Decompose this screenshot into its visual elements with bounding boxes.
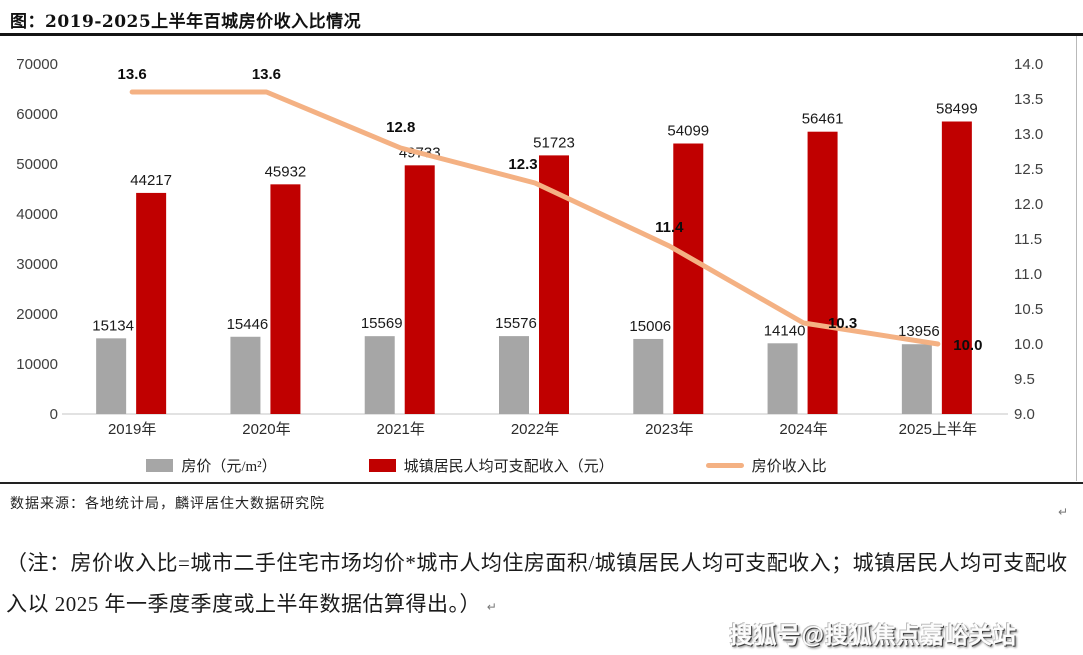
left-axis-tick-label: 60000 [16, 106, 58, 123]
right-axis-tick-label: 12.0 [1014, 196, 1043, 213]
chart-legend: 房价（元/m²） 城镇居民人均可支配收入（元） 房价收入比 [0, 448, 1028, 482]
chart-canvas: 0 10000 20000 30000 40000 50000 60000 70000 9.0 9… [16, 56, 1043, 438]
price-value-label: 14140 [764, 322, 806, 339]
left-axis-tick-label: 10000 [16, 356, 58, 373]
source-row: 数据来源：各地统计局，麟评居住大数据研究院 ↵ [0, 493, 1083, 519]
price-value-label: 15134 [92, 317, 134, 334]
bar-price [767, 343, 798, 414]
income-value-label: 56461 [802, 111, 844, 128]
ratio-line [129, 89, 941, 347]
ratio-point-label: 13.6 [118, 66, 147, 83]
chart: 0 10000 20000 30000 40000 50000 60000 70000 9.0 9… [0, 36, 1083, 482]
x-axis-label: 2024年 [779, 421, 827, 438]
income-value-label: 51723 [533, 134, 575, 151]
legend-item-income: 城镇居民人均可支配收入（元） [368, 455, 614, 476]
left-axis-tick-label: 30000 [16, 256, 58, 273]
income-value-label: 58499 [936, 101, 978, 118]
footnote: （注：房价收入比=城市二手住宅市场均价*城市人均住房面积/城镇居民人均可支配收入… [0, 519, 1083, 625]
bar-income [404, 165, 435, 414]
right-axis-tick-label: 13.5 [1014, 91, 1043, 108]
bar-income [941, 121, 972, 414]
ratio-point-label: 11.4 [655, 219, 684, 236]
right-axis-tick-label: 10.0 [1014, 336, 1043, 353]
bar-income [270, 184, 301, 414]
ratio-point-label: 12.8 [386, 119, 415, 136]
x-axis-label: 2021年 [377, 421, 425, 438]
ratio-line-swatch-icon [705, 462, 744, 468]
income-value-label: 44217 [130, 172, 172, 189]
income-value-label: 45932 [265, 163, 307, 180]
right-axis-tick-label: 12.5 [1014, 161, 1043, 178]
top-divider [0, 33, 1083, 36]
x-axis-label: 2020年 [242, 421, 290, 438]
right-axis-tick-label: 14.0 [1014, 56, 1043, 73]
x-axis-label: 2025上半年 [899, 421, 977, 438]
bar-price [499, 336, 529, 414]
legend-label-income: 城镇居民人均可支配收入（元） [403, 458, 614, 475]
footnote-text: （注：房价收入比=城市二手住宅市场均价*城市人均住房面积/城镇居民人均可支配收入… [6, 551, 1068, 616]
paragraph-return-icon: ↵ [486, 599, 498, 614]
watermark: 搜狐号@搜狐焦点嘉峪关站 [729, 622, 1017, 648]
price-value-label: 13956 [898, 323, 940, 340]
bar-income [807, 131, 838, 414]
income-swatch-icon [368, 458, 396, 472]
bar-price [633, 338, 664, 414]
paragraph-return-icon: ↵ [1057, 505, 1069, 519]
right-axis-tick-label: 9.0 [1014, 406, 1035, 423]
right-axis-tick-label: 11.0 [1014, 266, 1042, 283]
legend-label-ratio: 房价收入比 [751, 458, 827, 475]
x-axis-label: 2019年 [108, 421, 156, 438]
bar-income [136, 192, 167, 414]
price-value-label: 15006 [629, 318, 671, 335]
ratio-point-label: 10.0 [953, 337, 982, 354]
cell-right-border [1076, 36, 1077, 481]
right-axis-tick-label: 10.5 [1014, 301, 1043, 318]
ratio-point-label: 10.3 [828, 315, 857, 332]
left-axis-tick-label: 40000 [16, 206, 58, 223]
right-axis-tick-label: 9.5 [1014, 371, 1035, 388]
legend-item-price: 房价（元/m²） [146, 455, 277, 476]
data-source-text: 数据来源：各地统计局，麟评居住大数据研究院 [10, 497, 325, 512]
ratio-point-label: 13.6 [252, 66, 281, 83]
x-axis-label: 2023年 [645, 421, 693, 438]
ratio-point-label: 12.3 [508, 156, 537, 173]
bar-income [673, 143, 704, 414]
legend-item-ratio: 房价收入比 [705, 455, 827, 476]
left-axis-tick-label: 20000 [16, 306, 58, 323]
income-value-label: 54099 [667, 123, 709, 140]
bar-price [901, 344, 932, 414]
price-value-label: 15569 [361, 315, 403, 332]
figure-title: 图：2019-2025上半年百城房价收入比情况 [10, 12, 362, 32]
right-axis-tick-label: 13.0 [1014, 126, 1043, 143]
bar-price [230, 336, 261, 414]
right-axis-tick-label: 11.5 [1014, 231, 1042, 248]
legend-label-price: 房价（元/m²） [181, 458, 277, 475]
price-swatch-icon [146, 458, 174, 472]
bar-price [96, 338, 127, 414]
price-value-label: 15576 [495, 315, 537, 332]
bottom-divider [0, 482, 1083, 484]
left-axis-tick-label: 70000 [16, 56, 58, 73]
left-axis-tick-label: 0 [50, 406, 58, 423]
price-value-label: 15446 [227, 316, 269, 333]
x-axis-label: 2022年 [511, 421, 559, 438]
bar-price [364, 336, 395, 414]
left-axis-tick-label: 50000 [16, 156, 58, 173]
